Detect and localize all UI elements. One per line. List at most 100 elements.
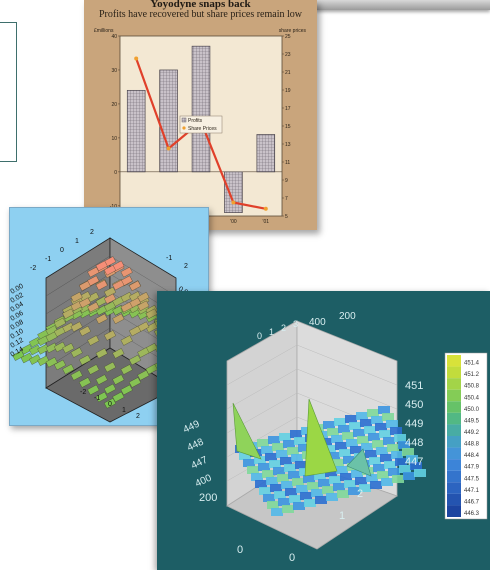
legend-color-swatch xyxy=(447,459,461,471)
terrain-cell xyxy=(353,429,365,437)
y-left-tick-label: 0 xyxy=(114,170,117,176)
terrain-cell xyxy=(304,499,316,507)
surface-cell xyxy=(145,364,158,375)
surface-cell xyxy=(70,347,83,358)
terrain-cell xyxy=(382,413,394,421)
left-axis-tick: 448 xyxy=(186,437,206,454)
y-left-tick-label: 40 xyxy=(111,34,117,40)
terrain-cell xyxy=(356,412,368,420)
yoyodyne-chart-card: Yoyodyne snaps back Profits have recover… xyxy=(84,0,317,230)
terrain-cell xyxy=(254,456,266,464)
surface-cell xyxy=(120,291,133,303)
legend-swatch-profits xyxy=(181,117,187,123)
terrain-cell xyxy=(288,471,300,479)
terrain-cell xyxy=(318,479,330,487)
terrain-cell xyxy=(377,471,389,479)
top-right-axis-tick: -1 xyxy=(166,255,172,262)
surface-cell xyxy=(95,374,108,385)
terrain-cell xyxy=(277,474,289,482)
bar-line-chart: £millions share prices 40 30 20 10 0 -10 25 23 21 1… xyxy=(94,28,306,224)
terrain-cell xyxy=(303,475,315,483)
y-right-tick-label: 7 xyxy=(285,196,288,202)
top-corner-tick: 0 xyxy=(257,331,262,341)
surface-cell xyxy=(95,391,108,403)
terrain-cell xyxy=(273,467,285,475)
terrain-cell xyxy=(340,473,352,481)
terrain-surface-card: 400 200 0 1 2 3 451 450 449 448 447 449 448 447 400 200… xyxy=(157,291,490,570)
terrain-cell xyxy=(311,489,323,497)
terrain-cell xyxy=(359,484,371,492)
terrain-cell xyxy=(251,473,263,481)
legend-value: 447.5 xyxy=(464,476,480,482)
terrain-cell xyxy=(387,444,399,452)
legend-value: 448.4 xyxy=(464,453,480,459)
terrain-cell xyxy=(290,430,302,438)
terrain-cell xyxy=(342,432,354,440)
terrain-cell xyxy=(361,443,373,451)
y-left-tick-label: 30 xyxy=(111,68,117,74)
terrain-cell xyxy=(257,439,269,447)
profit-bar xyxy=(126,89,146,173)
surface-cell xyxy=(62,342,75,354)
terrain-peak xyxy=(232,402,262,460)
surface-cell xyxy=(103,264,117,276)
surface-cell xyxy=(28,354,42,365)
terrain-cell xyxy=(379,430,391,438)
legend-box xyxy=(179,115,223,134)
surface-cell xyxy=(128,354,142,366)
legend-swatch-share-prices xyxy=(182,126,186,130)
terrain-cell xyxy=(300,492,312,500)
terrain-cell xyxy=(324,445,336,453)
terrain-cell xyxy=(383,437,395,445)
legend-color-swatch xyxy=(447,447,461,460)
legend-label-profits: Profits xyxy=(188,118,203,124)
terrain-cell xyxy=(282,505,294,513)
wall-grid-line xyxy=(296,344,398,386)
bottom-axis-tick: 1 xyxy=(122,407,126,414)
right-axis-tick: 448 xyxy=(405,437,423,449)
legend-color-swatch xyxy=(447,470,461,483)
terrain-cell xyxy=(391,451,403,459)
left-axis-tick: 447 xyxy=(190,455,210,472)
top-axis-tick: 400 xyxy=(309,317,326,328)
terrain-cell xyxy=(294,437,306,445)
terrain-cell xyxy=(293,502,305,510)
terrain-cell xyxy=(364,426,376,434)
legend-color-swatch xyxy=(447,355,461,367)
y-right-tick-label: 9 xyxy=(285,178,288,184)
terrain-cell xyxy=(375,423,387,431)
legend-color-swatch xyxy=(447,436,461,448)
surface-cell xyxy=(45,357,58,368)
profit-bar xyxy=(224,171,243,213)
terrain-cell xyxy=(301,427,313,435)
terrain-cell xyxy=(373,464,385,472)
terrain-cell xyxy=(296,485,308,493)
terrain-cell xyxy=(394,434,406,442)
top-corner-tick: 3 xyxy=(293,319,298,329)
surface-cell xyxy=(62,364,75,375)
surface-cell xyxy=(120,335,133,346)
surface-cell xyxy=(62,322,75,333)
terrain-cell xyxy=(369,457,381,465)
surface-cell xyxy=(87,364,100,375)
top-left-axis-tick: -1 xyxy=(45,256,51,263)
surface-cell xyxy=(128,377,142,388)
terrain-cell xyxy=(291,454,303,462)
terrain-cell xyxy=(332,459,344,467)
legend-value: 449.5 xyxy=(464,418,480,424)
terrain-cell xyxy=(410,462,422,470)
terrain-peak xyxy=(304,398,338,477)
bottom-axis-tick: 200 xyxy=(199,492,217,504)
terrain-cell xyxy=(390,427,402,435)
terrain-cell xyxy=(262,470,274,478)
terrain-cell xyxy=(255,480,267,488)
surface-cell xyxy=(20,344,33,355)
terrain-cell xyxy=(280,457,292,465)
surface-cell xyxy=(120,364,133,375)
surface-cell xyxy=(112,374,125,385)
bottom-axis-tick: 1 xyxy=(339,510,345,522)
terrain-peak xyxy=(346,448,372,477)
y-right-tick-label: 23 xyxy=(285,52,291,58)
top-left-axis-tick: -2 xyxy=(30,265,36,272)
wall-grid-line xyxy=(45,255,111,297)
